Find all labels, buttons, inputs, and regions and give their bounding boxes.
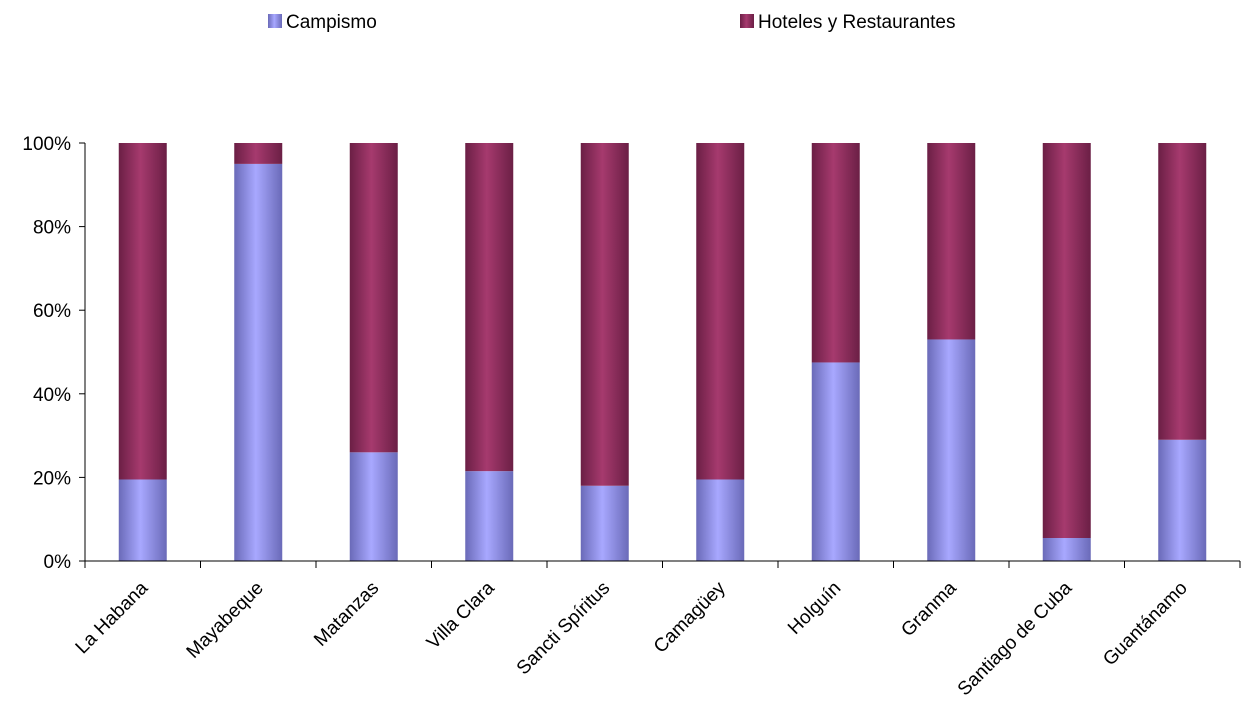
bar-campismo xyxy=(696,479,745,561)
bar-campismo xyxy=(118,479,167,561)
legend-label-campismo: Campismo xyxy=(286,12,377,33)
x-category-label: Holguín xyxy=(784,578,845,639)
bar-campismo xyxy=(349,452,398,561)
y-tick-label: 20% xyxy=(33,468,71,489)
bar-campismo xyxy=(465,471,514,561)
x-category-label: Guantánamo xyxy=(1099,578,1192,671)
y-tick-label: 40% xyxy=(33,385,71,406)
y-tick-label: 80% xyxy=(33,218,71,239)
bar-hoteles xyxy=(580,143,629,486)
legend: Campismo Hoteles y Restaurantes xyxy=(268,12,956,33)
bar-campismo xyxy=(1042,538,1091,561)
bar-hoteles xyxy=(349,143,398,453)
x-axis: La Habana Mayabeque Matanzas Villa Clara San… xyxy=(72,560,1241,700)
x-category-label: Villa Clara xyxy=(423,577,499,653)
legend-swatch-campismo xyxy=(268,14,282,28)
bar-hoteles xyxy=(118,143,167,480)
bar-campismo xyxy=(1158,439,1207,561)
x-category-label: Mayabeque xyxy=(183,578,268,663)
bar-campismo xyxy=(234,163,283,561)
x-category-label: Camagüey xyxy=(650,577,730,657)
bar-hoteles xyxy=(1158,143,1207,440)
bar-campismo xyxy=(580,485,629,561)
y-tick-label: 60% xyxy=(33,301,71,322)
bars xyxy=(118,143,1207,561)
x-category-label: Sancti Spíritus xyxy=(513,578,614,679)
bar-campismo xyxy=(927,339,976,561)
x-category-label: Santiago de Cuba xyxy=(954,577,1077,700)
bar-hoteles xyxy=(696,143,745,480)
legend-swatch-hoteles xyxy=(740,14,754,28)
bar-hoteles xyxy=(927,143,976,340)
x-category-label: Matanzas xyxy=(310,578,383,651)
y-tick-label: 100% xyxy=(22,134,71,155)
bar-hoteles xyxy=(1042,143,1091,539)
x-category-label: La Habana xyxy=(72,577,153,658)
bar-hoteles xyxy=(465,143,514,472)
bar-hoteles xyxy=(811,143,860,363)
x-category-label: Granma xyxy=(897,577,961,641)
bar-hoteles xyxy=(234,143,283,164)
bar-campismo xyxy=(811,362,860,561)
y-axis: 0% 20% 40% 60% 80% 100% xyxy=(22,134,86,573)
y-tick-label: 0% xyxy=(44,552,72,573)
legend-label-hoteles: Hoteles y Restaurantes xyxy=(758,12,956,33)
